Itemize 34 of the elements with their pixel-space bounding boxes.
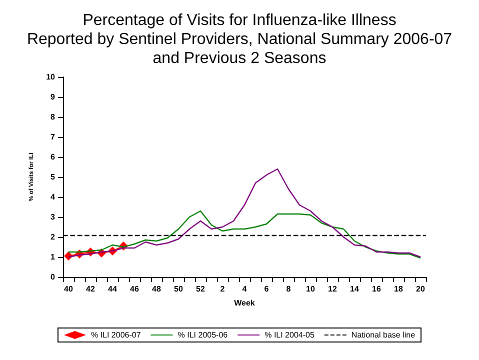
x-tick-label: 46 bbox=[130, 284, 140, 294]
x-tick-label: 2 bbox=[220, 284, 226, 294]
y-tick-label: 7 bbox=[50, 132, 56, 142]
x-tick-label: 52 bbox=[196, 284, 206, 294]
legend-label: % ILI 2005-06 bbox=[178, 330, 228, 340]
legend-label: % ILI 2006-07 bbox=[90, 330, 142, 340]
x-tick-label: 8 bbox=[286, 284, 292, 294]
y-tick-label: 9 bbox=[50, 92, 56, 102]
y-tick-label: 3 bbox=[50, 212, 56, 222]
x-tick-label: 48 bbox=[152, 284, 162, 294]
x-tick-label: 18 bbox=[394, 284, 404, 294]
x-tick-label: 44 bbox=[108, 284, 118, 294]
legend-label: National base line bbox=[351, 330, 416, 340]
x-tick-label: 50 bbox=[174, 284, 184, 294]
y-tick-label: 5 bbox=[50, 172, 56, 182]
legend-label: % ILI 2004-05 bbox=[264, 330, 315, 340]
y-tick-label: 1 bbox=[50, 252, 56, 262]
y-tick-label: 4 bbox=[50, 192, 56, 202]
x-tick-label: 4 bbox=[242, 284, 248, 294]
x-tick-label: 42 bbox=[86, 284, 96, 294]
x-tick-label: 20 bbox=[416, 284, 426, 294]
y-tick-label: 8 bbox=[50, 112, 56, 122]
x-axis-title: Week bbox=[234, 298, 256, 308]
x-tick-label: 12 bbox=[328, 284, 338, 294]
x-tick-label: 10 bbox=[306, 284, 316, 294]
x-tick-label: 16 bbox=[372, 284, 382, 294]
x-tick-label: 14 bbox=[350, 284, 360, 294]
y-tick-label: 2 bbox=[50, 232, 56, 242]
chart-title: Percentage of Visits for Influenza-like Illness Reported by Sentinel Providers, National Summary 2006-07 and Previous 2 Seasons bbox=[26, 12, 452, 67]
y-tick-label: 6 bbox=[50, 152, 56, 162]
x-tick-label: 6 bbox=[264, 284, 270, 294]
y-tick-label: 10 bbox=[46, 72, 56, 82]
y-tick-label: 0 bbox=[50, 272, 56, 282]
x-tick-label: 40 bbox=[64, 284, 74, 294]
